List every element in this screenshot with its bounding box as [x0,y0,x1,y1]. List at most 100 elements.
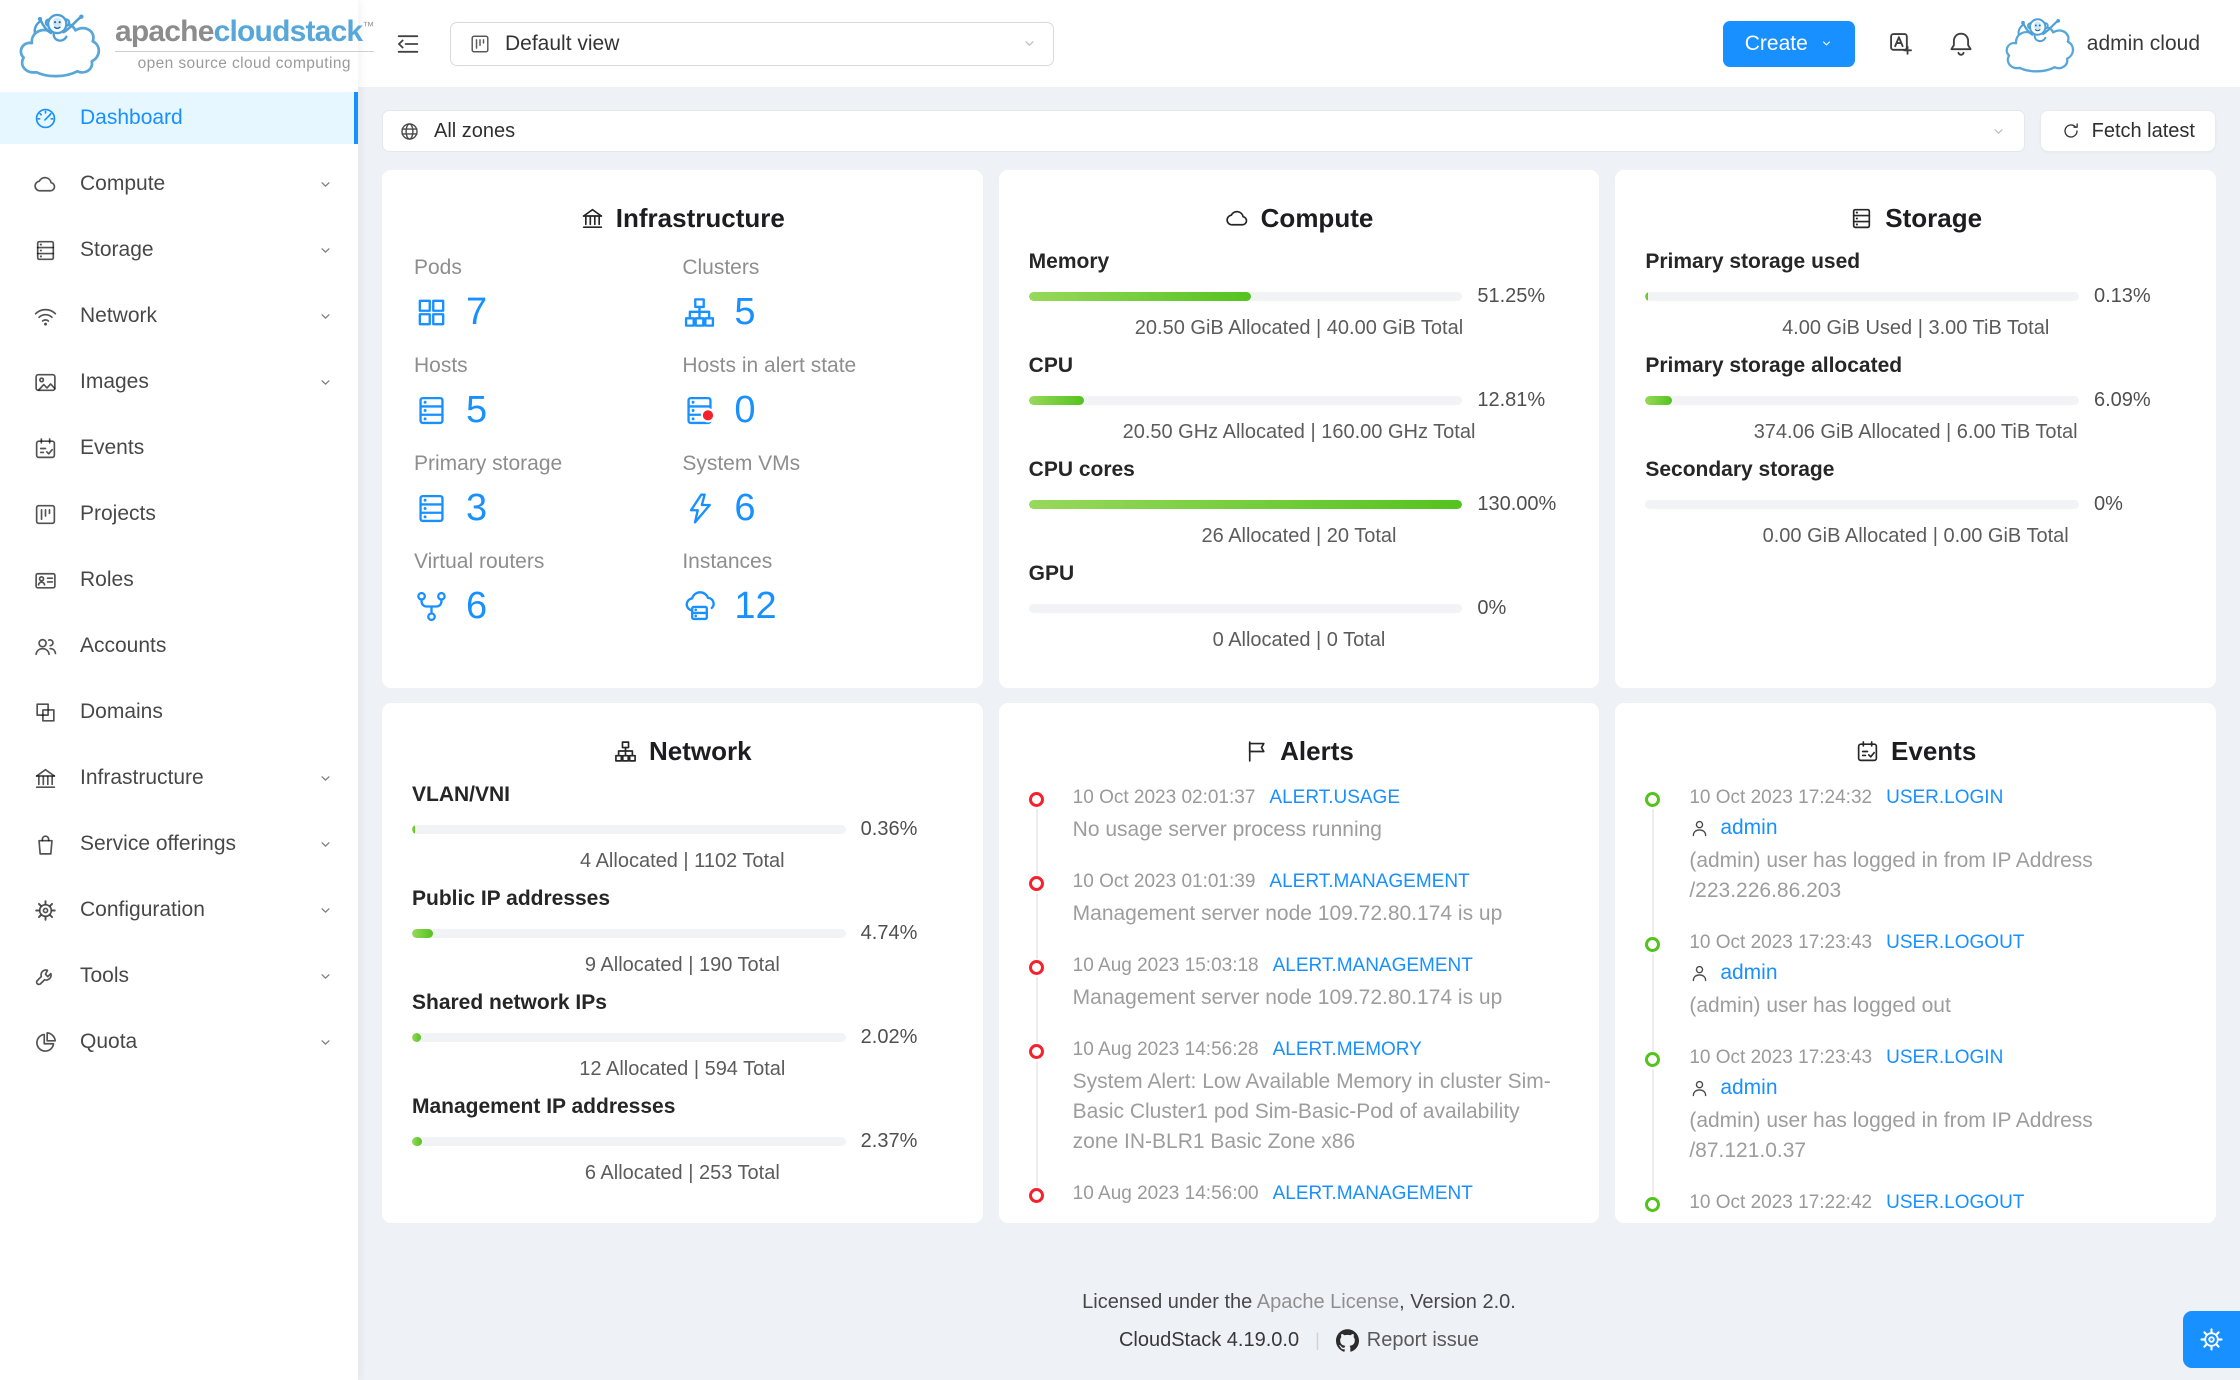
menu-fold-icon[interactable] [394,30,422,58]
timeline-item-description: (admin) user has logged in from IP Addre… [1689,1109,2093,1162]
events-timeline: 10 Oct 2023 17:24:32 USER.LOGIN admin (a… [1645,787,2186,1223]
cloud-server-icon [682,589,717,624]
meter-percent: 6.09% [2094,389,2151,411]
stat-value[interactable]: 7 [466,291,488,333]
chevron-down-icon [318,243,333,258]
chevron-down-icon [1022,36,1037,51]
sidebar-item-label: Dashboard [80,106,183,129]
alert-item: 10 Aug 2023 15:03:18 ALERT.MANAGEMENT Ma… [1028,955,1570,1043]
timeline-item-type-link[interactable]: ALERT.USAGE [1269,787,1401,808]
sidebar-item-compute[interactable]: Compute [0,158,358,210]
progress-bar-fill [1645,396,1672,405]
cluster-icon [682,295,717,330]
stat-value[interactable]: 6 [734,487,756,529]
timeline-item-type-link[interactable]: USER.LOGOUT [1886,1192,2025,1213]
timeline-item-head: 10 Oct 2023 17:23:43 USER.LOGOUT [1689,932,2186,954]
shopping-icon [33,832,58,857]
infra-stat-system-vms: System VMs 6 [682,452,950,527]
stat-label: Pods [414,256,462,279]
sidebar-item-events[interactable]: Events [0,422,358,474]
chevron-down-icon [318,969,333,984]
infra-stat-hosts: Hosts 5 [414,354,682,429]
stat-value[interactable]: 5 [466,389,488,431]
cluster-icon [613,739,638,764]
timeline-item-type-link[interactable]: USER.LOGIN [1886,787,2004,808]
sidebar-item-quota[interactable]: Quota [0,1016,358,1068]
settings-fab-button[interactable] [2183,1311,2240,1368]
infrastructure-card-title: Infrastructure [412,200,953,236]
sidebar-item-label: Tools [80,964,130,987]
project-icon [33,502,58,527]
stat-value-row: 5 [414,391,682,429]
timeline-item-description: No usage server process running [1072,818,1382,841]
timeline-item-type-link[interactable]: USER.LOGOUT [1886,932,2025,953]
meter-caption: 20.50 GHz Allocated | 160.00 GHz Total [1122,421,1476,443]
stat-value[interactable]: 12 [734,585,777,627]
meter-percent: 12.81% [1477,389,1546,411]
sidebar-item-dashboard[interactable]: Dashboard [0,92,358,144]
timeline-item-type-link[interactable]: ALERT.MANAGEMENT [1269,871,1470,892]
progress-bar [1645,292,2079,301]
sidebar-item-tools[interactable]: Tools [0,950,358,1002]
progress-bar-fill [1028,396,1085,405]
zone-selector[interactable]: All zones [382,110,2025,152]
stat-value-row: 3 [414,489,682,527]
sidebar-item-infrastructure[interactable]: Infrastructure [0,752,358,804]
create-button[interactable]: Create [1722,20,1855,67]
progress-bar [412,1033,846,1042]
stat-value[interactable]: 3 [466,487,488,529]
sidebar-item-network[interactable]: Network [0,290,358,342]
sidebar-item-images[interactable]: Images [0,356,358,408]
timeline-user-link[interactable]: admin [1720,1076,1778,1099]
event-item: 10 Oct 2023 17:22:42 USER.LOGOUT [1645,1192,2186,1223]
card-title-label: Alerts [1280,735,1354,766]
event-item: 10 Oct 2023 17:23:43 USER.LOGOUT admin (… [1645,932,2186,1051]
license-prefix: Licensed under the [1082,1291,1257,1313]
timeline-user-link[interactable]: admin [1720,816,1778,839]
user-avatar[interactable] [2001,10,2079,78]
sidebar-item-storage[interactable]: Storage [0,224,358,276]
meter-label: CPU [1028,354,1073,377]
timeline-item-type-link[interactable]: ALERT.MEMORY [1272,1039,1422,1060]
view-selector[interactable]: Default view [450,21,1054,66]
sidebar-item-configuration[interactable]: Configuration [0,884,358,936]
timeline-item-type-link[interactable]: ALERT.MANAGEMENT [1272,955,1473,976]
meter-caption: 9 Allocated | 190 Total [584,954,780,976]
stat-value-row: 6 [682,489,950,527]
timeline-item-type-link[interactable]: USER.LOGIN [1886,1047,2004,1068]
sidebar-item-roles[interactable]: Roles [0,554,358,606]
sidebar-item-service-offerings[interactable]: Service offerings [0,818,358,870]
sidebar: apachecloudstack™ open source cloud comp… [0,0,374,1380]
sidebar-item-label: Images [80,370,149,393]
fetch-latest-label: Fetch latest [2091,119,2195,142]
fetch-latest-button[interactable]: Fetch latest [2039,110,2216,152]
progress-bar [1028,604,1463,613]
report-issue-link[interactable]: Report issue [1366,1329,1480,1351]
page-content: All zones Fetch latest Infrastructure Po… [358,88,2240,1380]
chevron-down-icon [318,309,333,324]
stat-value[interactable]: 6 [466,585,488,627]
stat-value[interactable]: 0 [734,389,756,431]
meter-memory: Memory 51.25% 20.50 GiB Allocated | 40.0… [1028,250,1570,340]
stat-value[interactable]: 5 [734,291,756,333]
network-card-title: Network [412,733,953,769]
translate-icon[interactable] [1887,30,1915,58]
sidebar-item-projects[interactable]: Projects [0,488,358,540]
bank-icon [33,766,58,791]
user-name[interactable]: admin cloud [2086,31,2200,55]
progress-bar [1028,500,1463,509]
timeline-item-head: 10 Oct 2023 01:01:39 ALERT.MANAGEMENT [1073,871,1570,893]
timeline-item-type-link[interactable]: ALERT.MANAGEMENT [1272,1183,1473,1204]
stat-label: Hosts in alert state [682,354,857,377]
notification-bell-icon[interactable] [1947,30,1975,58]
meter-caption: 12 Allocated | 594 Total [579,1058,786,1080]
sidebar-item-domains[interactable]: Domains [0,686,358,738]
apache-license-link[interactable]: Apache License [1256,1291,1400,1313]
person-icon [1689,818,1710,839]
app-logo[interactable]: apachecloudstack™ open source cloud comp… [0,0,374,88]
setting-icon [33,898,58,923]
infra-stat-primary-storage: Primary storage 3 [414,452,682,527]
sidebar-item-accounts[interactable]: Accounts [0,620,358,672]
timeline-user-link[interactable]: admin [1720,961,1778,984]
page-footer: Licensed under the Apache License, Versi… [382,1291,2216,1352]
